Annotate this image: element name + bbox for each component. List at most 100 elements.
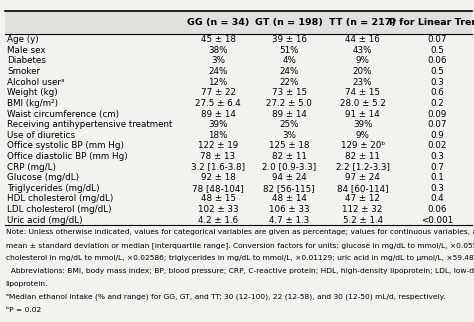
Text: 43%: 43% (353, 46, 373, 55)
Text: 77 ± 22: 77 ± 22 (201, 88, 236, 97)
Text: 44 ± 16: 44 ± 16 (345, 35, 380, 44)
Text: 0.2: 0.2 (430, 99, 444, 108)
Text: 78 [48-104]: 78 [48-104] (192, 184, 244, 193)
Text: 4.7 ± 1.3: 4.7 ± 1.3 (269, 216, 309, 225)
Text: 39%: 39% (208, 120, 228, 129)
Text: Alcohol userᵃ: Alcohol userᵃ (7, 78, 64, 87)
Text: TT (n = 217): TT (n = 217) (329, 18, 396, 27)
Text: HDL cholesterol (mg/dL): HDL cholesterol (mg/dL) (7, 194, 113, 204)
Text: Use of diuretics: Use of diuretics (7, 131, 75, 140)
Text: 89 ± 14: 89 ± 14 (272, 109, 307, 118)
Text: 27.2 ± 5.0: 27.2 ± 5.0 (266, 99, 312, 108)
Text: 22%: 22% (280, 78, 299, 87)
Text: 5.2 ± 1.4: 5.2 ± 1.4 (343, 216, 383, 225)
Text: 0.06: 0.06 (428, 56, 447, 65)
Text: 0.02: 0.02 (428, 141, 447, 150)
Text: 24%: 24% (209, 67, 228, 76)
FancyBboxPatch shape (5, 11, 472, 34)
Text: Note: Unless otherwise indicated, values for categorical variables are given as : Note: Unless otherwise indicated, values… (6, 229, 474, 235)
Text: 48 ± 14: 48 ± 14 (272, 194, 307, 204)
Text: 20%: 20% (353, 67, 373, 76)
Text: Waist circumference (cm): Waist circumference (cm) (7, 109, 119, 118)
Text: 91 ± 14: 91 ± 14 (345, 109, 380, 118)
Text: 23%: 23% (353, 78, 373, 87)
Text: ᵇP = 0.02: ᵇP = 0.02 (6, 307, 41, 313)
Text: cholesterol in mg/dL to mmol/L, ×0.02586; triglycerides in mg/dL to mmol/L, ×0.0: cholesterol in mg/dL to mmol/L, ×0.02586… (6, 255, 474, 261)
Text: Weight (kg): Weight (kg) (7, 88, 58, 97)
Text: 84 [60-114]: 84 [60-114] (337, 184, 388, 193)
Text: Receiving antihypertensive treatment: Receiving antihypertensive treatment (7, 120, 173, 129)
Text: 4%: 4% (282, 56, 296, 65)
Text: 27.5 ± 6.4: 27.5 ± 6.4 (195, 99, 241, 108)
Text: 0.3: 0.3 (430, 78, 444, 87)
Text: 92 ± 18: 92 ± 18 (201, 173, 236, 182)
Text: Office diastolic BP (mm Hg): Office diastolic BP (mm Hg) (7, 152, 128, 161)
Text: 0.07: 0.07 (428, 120, 447, 129)
Text: 82 ± 11: 82 ± 11 (345, 152, 380, 161)
Text: 0.7: 0.7 (430, 163, 444, 172)
Text: 0.6: 0.6 (430, 88, 444, 97)
Text: 0.06: 0.06 (428, 205, 447, 214)
Text: 3%: 3% (282, 131, 296, 140)
Text: 25%: 25% (279, 120, 299, 129)
Text: <0.001: <0.001 (421, 216, 454, 225)
Text: 82 [56-115]: 82 [56-115] (263, 184, 315, 193)
Text: 9%: 9% (356, 131, 370, 140)
Text: 24%: 24% (280, 67, 299, 76)
Text: 3%: 3% (211, 56, 225, 65)
Text: 0.3: 0.3 (430, 152, 444, 161)
Text: 129 ± 20ᵇ: 129 ± 20ᵇ (340, 141, 385, 150)
Text: Male sex: Male sex (7, 46, 46, 55)
Text: 0.07: 0.07 (428, 35, 447, 44)
Text: Triglycerides (mg/dL): Triglycerides (mg/dL) (7, 184, 100, 193)
Text: 74 ± 15: 74 ± 15 (345, 88, 380, 97)
Text: 89 ± 14: 89 ± 14 (201, 109, 236, 118)
Text: 9%: 9% (356, 56, 370, 65)
Text: 78 ± 13: 78 ± 13 (201, 152, 236, 161)
Text: 38%: 38% (208, 46, 228, 55)
Text: 82 ± 11: 82 ± 11 (272, 152, 307, 161)
Text: 2.0 [0.9-3.3]: 2.0 [0.9-3.3] (262, 163, 316, 172)
Text: BMI (kg/m²): BMI (kg/m²) (7, 99, 58, 108)
Text: 28.0 ± 5.2: 28.0 ± 5.2 (340, 99, 385, 108)
Text: 47 ± 12: 47 ± 12 (345, 194, 380, 204)
Text: 12%: 12% (209, 78, 228, 87)
Text: 106 ± 33: 106 ± 33 (269, 205, 310, 214)
Text: 3.2 [1.6-3.8]: 3.2 [1.6-3.8] (191, 163, 245, 172)
Text: GT (n = 198): GT (n = 198) (255, 18, 323, 27)
Text: 94 ± 24: 94 ± 24 (272, 173, 307, 182)
Text: Age (y): Age (y) (7, 35, 39, 44)
Text: ᵃMedian ethanol intake (% and range) for GG, GT, and TT: 30 (12-100), 22 (12-58): ᵃMedian ethanol intake (% and range) for… (6, 294, 445, 300)
Text: Diabetes: Diabetes (7, 56, 46, 65)
Text: 0.5: 0.5 (430, 67, 444, 76)
Text: LDL cholesterol (mg/dL): LDL cholesterol (mg/dL) (7, 205, 112, 214)
Text: mean ± standard deviation or median [interquartile range]. Conversion factors fo: mean ± standard deviation or median [int… (6, 242, 474, 249)
Text: Abbreviations: BMI, body mass index; BP, blood pressure; CRP, C-reactive protein: Abbreviations: BMI, body mass index; BP,… (6, 268, 474, 274)
Text: 97 ± 24: 97 ± 24 (345, 173, 380, 182)
Text: 0.1: 0.1 (430, 173, 444, 182)
Text: Uric acid (mg/dL): Uric acid (mg/dL) (7, 216, 83, 225)
Text: 45 ± 18: 45 ± 18 (201, 35, 236, 44)
Text: Glucose (mg/dL): Glucose (mg/dL) (7, 173, 79, 182)
Text: 4.2 ± 1.6: 4.2 ± 1.6 (198, 216, 238, 225)
Text: 2.2 [1.2-3.3]: 2.2 [1.2-3.3] (336, 163, 390, 172)
Text: 0.3: 0.3 (430, 184, 444, 193)
Text: 0.4: 0.4 (430, 194, 444, 204)
Text: GG (n = 34): GG (n = 34) (187, 18, 249, 27)
Text: 125 ± 18: 125 ± 18 (269, 141, 310, 150)
Text: Smoker: Smoker (7, 67, 40, 76)
Text: 73 ± 15: 73 ± 15 (272, 88, 307, 97)
Text: P for Linear Trend: P for Linear Trend (389, 18, 474, 27)
Text: 48 ± 15: 48 ± 15 (201, 194, 236, 204)
Text: lipoprotein.: lipoprotein. (6, 281, 48, 287)
Text: CRP (mg/L): CRP (mg/L) (7, 163, 56, 172)
Text: 18%: 18% (208, 131, 228, 140)
Text: 0.09: 0.09 (428, 109, 447, 118)
Text: Office systolic BP (mm Hg): Office systolic BP (mm Hg) (7, 141, 124, 150)
Text: 51%: 51% (279, 46, 299, 55)
Text: 122 ± 19: 122 ± 19 (198, 141, 238, 150)
Text: 0.5: 0.5 (430, 46, 444, 55)
Text: 39 ± 16: 39 ± 16 (272, 35, 307, 44)
Text: 0.9: 0.9 (430, 131, 444, 140)
Text: 102 ± 33: 102 ± 33 (198, 205, 238, 214)
